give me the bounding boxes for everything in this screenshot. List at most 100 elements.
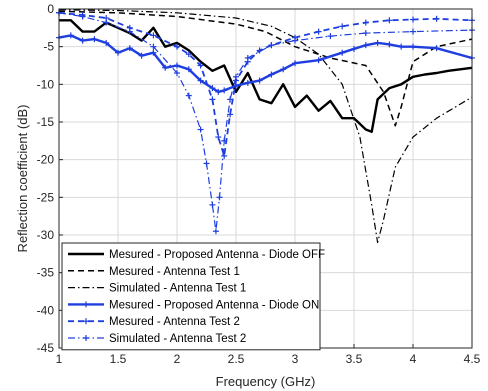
data-point	[433, 45, 440, 52]
data-point	[162, 64, 169, 71]
data-point	[185, 66, 192, 73]
data-point	[126, 28, 133, 35]
data-point	[209, 96, 216, 103]
data-point	[185, 51, 192, 58]
data-point	[244, 79, 251, 86]
data-point	[398, 43, 405, 50]
legend-entry: Mesured - Proposed Antenna - Diode ON	[68, 299, 319, 311]
data-point	[216, 194, 223, 201]
data-point	[268, 42, 275, 49]
data-point	[410, 16, 416, 23]
data-point	[103, 39, 110, 46]
data-point	[215, 88, 222, 95]
series-line-6	[58, 12, 473, 232]
legend-marker	[83, 335, 89, 341]
data-point	[197, 77, 204, 84]
legend-marker	[83, 301, 89, 308]
series-line-2	[58, 10, 473, 127]
data-point	[215, 134, 222, 141]
legend-label: Simulated - Antenna Test 1	[109, 283, 246, 295]
data-point	[386, 41, 393, 48]
data-point	[221, 137, 228, 144]
data-point	[362, 19, 369, 26]
x-tick-label: 4.5	[464, 352, 481, 366]
data-point	[339, 49, 346, 56]
data-point	[174, 43, 180, 50]
y-tick-label: -45	[37, 341, 55, 355]
y-tick-label: 0	[47, 2, 54, 16]
x-tick-label: 3.5	[346, 352, 363, 366]
data-point	[115, 49, 121, 56]
data-point	[292, 60, 298, 67]
y-tick-label: -20	[37, 153, 55, 167]
data-point	[374, 39, 381, 46]
data-point	[410, 28, 416, 35]
data-point	[221, 87, 228, 94]
data-point	[91, 36, 98, 43]
data-point	[174, 70, 180, 77]
data-point	[227, 96, 234, 103]
data-point	[280, 66, 287, 73]
data-point	[433, 15, 440, 22]
data-point	[256, 77, 263, 84]
x-tick-label: 3	[292, 352, 299, 366]
x-tick-label: 1	[56, 352, 63, 366]
y-tick-label: -10	[37, 77, 55, 91]
y-tick-label: -15	[37, 115, 55, 129]
data-point	[351, 45, 357, 52]
data-point	[209, 201, 216, 208]
x-tick-label: 2	[174, 352, 181, 366]
data-point	[268, 71, 275, 78]
series-layer	[56, 9, 475, 244]
y-axis-label: Reflection coefficient (dB)	[15, 105, 30, 253]
data-point	[327, 33, 334, 40]
legend-label: Mesured - Antenna Test 2	[109, 316, 240, 328]
series-line-5	[58, 11, 473, 157]
series-1	[59, 19, 473, 134]
data-point	[138, 52, 145, 59]
data-point	[150, 32, 157, 39]
data-point	[386, 17, 393, 24]
data-point	[174, 62, 180, 69]
y-tick-label: -30	[37, 228, 55, 242]
x-tick-label: 2.5	[228, 352, 245, 366]
legend: Mesured - Proposed Antenna - Diode OFF Me…	[61, 242, 325, 351]
data-point	[221, 152, 228, 159]
data-point	[197, 126, 204, 133]
data-point	[339, 23, 346, 30]
legend-entry: Mesured - Antenna Test 2	[68, 316, 240, 328]
data-point	[203, 160, 210, 167]
legend-box	[61, 242, 321, 351]
y-tick-label: -5	[43, 40, 54, 54]
series-line-1	[59, 19, 473, 134]
data-point	[150, 43, 157, 50]
legend-entry: Simulated - Antenna Test 1	[68, 283, 246, 295]
series-line-4	[58, 34, 473, 94]
data-point	[79, 13, 86, 20]
y-tick-label: -40	[37, 303, 55, 317]
data-point	[126, 45, 133, 52]
legend-entry: Mesured - Proposed Antenna - Diode OFF	[68, 249, 325, 261]
legend-label: Mesured - Antenna Test 1	[109, 266, 240, 278]
data-point	[185, 92, 192, 99]
legend-label: Mesured - Proposed Antenna - Diode ON	[109, 299, 319, 311]
data-point	[362, 42, 369, 49]
legend-entry: Simulated - Antenna Test 2	[68, 333, 246, 345]
x-tick-label: 1.5	[110, 352, 127, 366]
series-2	[58, 10, 473, 127]
data-point	[362, 30, 369, 37]
y-tick-label: -35	[37, 266, 55, 280]
data-point	[410, 43, 416, 50]
y-tick-label: -25	[37, 190, 55, 204]
data-point	[79, 37, 86, 44]
legend-label: Simulated - Antenna Test 2	[109, 333, 246, 345]
data-point	[244, 54, 251, 61]
x-tick-label: 4	[410, 352, 417, 366]
data-point	[212, 228, 219, 235]
series-line-3	[58, 9, 473, 244]
legend-entry: Mesured - Antenna Test 1	[68, 266, 240, 278]
data-point	[315, 57, 322, 64]
data-point	[292, 37, 298, 44]
data-point	[227, 111, 234, 118]
